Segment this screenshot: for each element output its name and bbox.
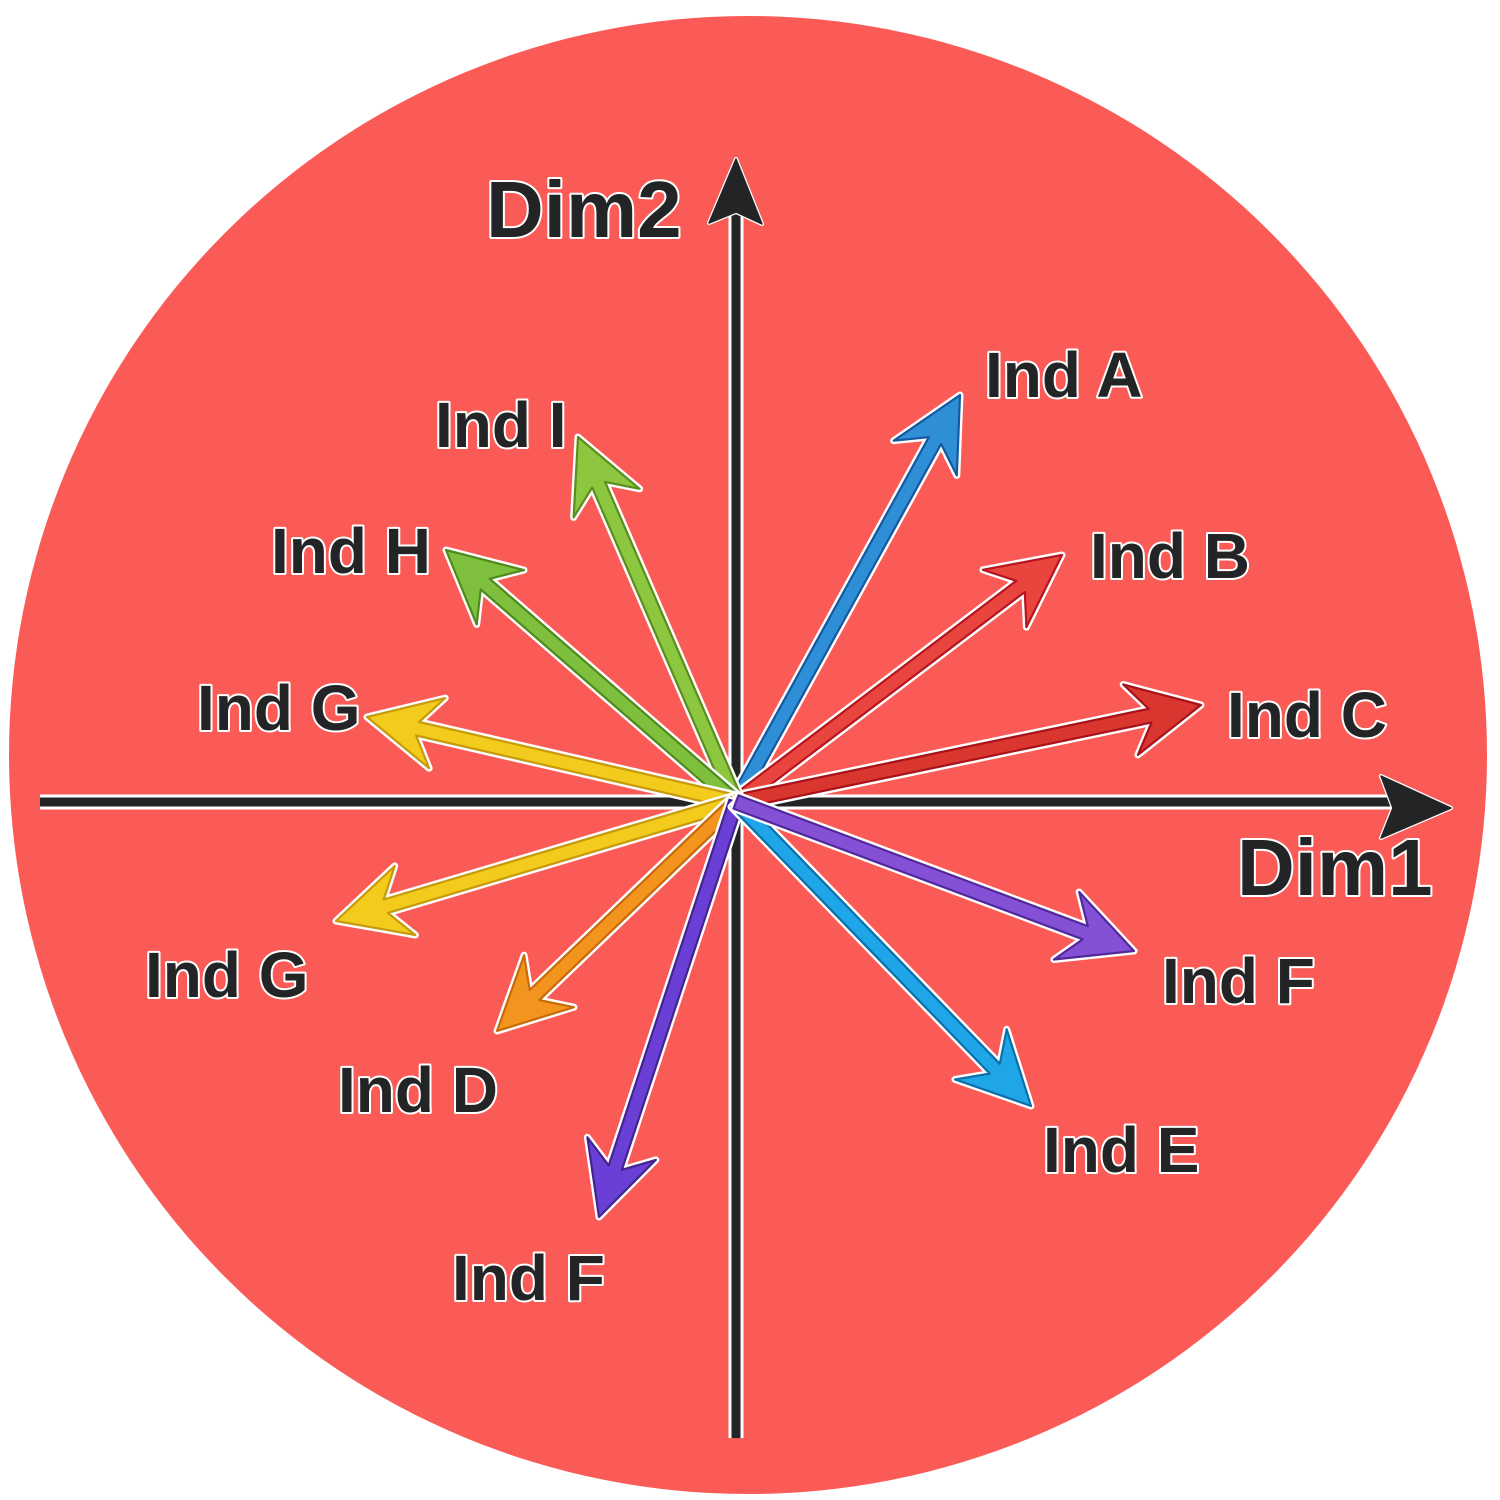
svg-text:Ind C: Ind C <box>1227 679 1387 751</box>
svg-text:Ind E: Ind E <box>1043 1114 1199 1186</box>
svg-text:Ind B: Ind B <box>1090 520 1250 592</box>
svg-text:Ind H: Ind H <box>271 515 431 587</box>
svg-text:Ind G: Ind G <box>145 939 309 1011</box>
svg-text:Ind F: Ind F <box>1162 945 1315 1017</box>
svg-text:Dim2: Dim2 <box>486 165 682 254</box>
svg-text:Dim1: Dim1 <box>1237 823 1433 912</box>
svg-text:Ind F: Ind F <box>452 1242 605 1314</box>
svg-text:Ind I: Ind I <box>435 389 567 461</box>
svg-text:Ind A: Ind A <box>985 339 1143 411</box>
svg-text:Ind D: Ind D <box>338 1054 498 1126</box>
svg-text:Ind G: Ind G <box>197 672 361 744</box>
